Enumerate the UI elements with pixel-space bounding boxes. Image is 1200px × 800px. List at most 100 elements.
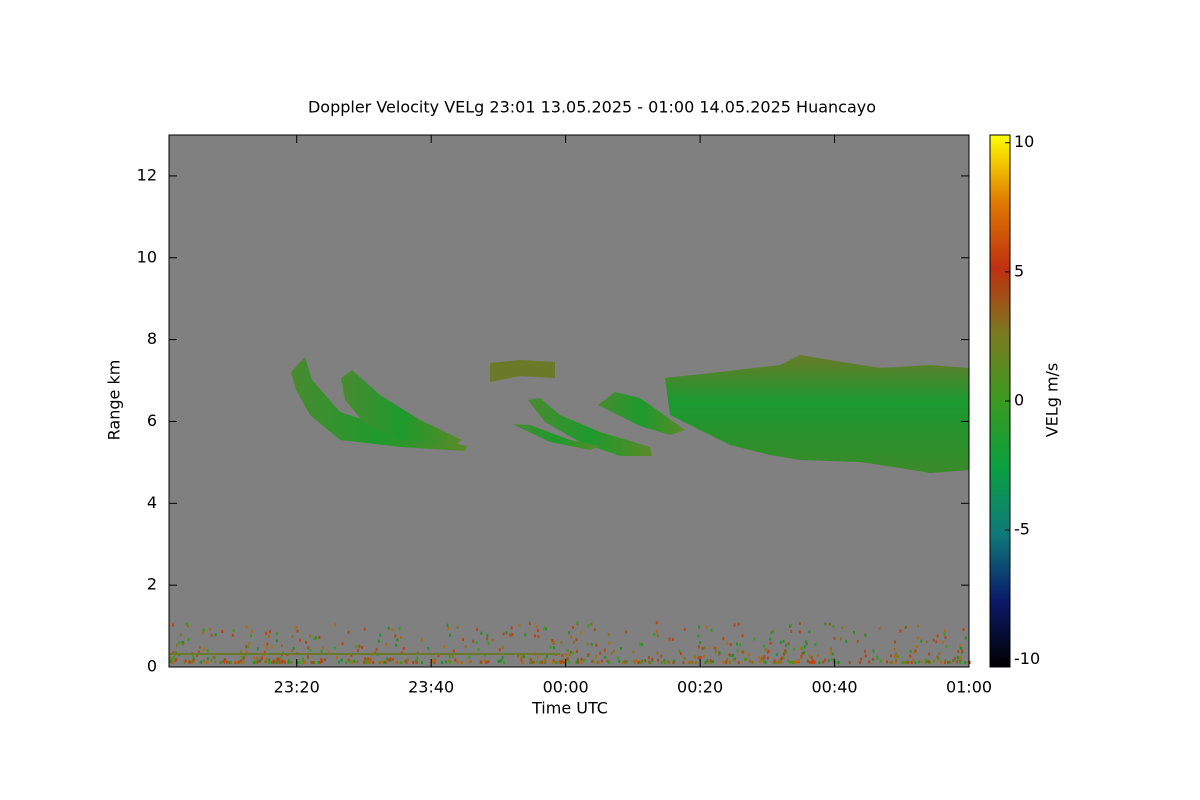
clutter-pixel <box>579 631 582 635</box>
clutter-pixel <box>446 623 449 627</box>
clutter-pixel <box>784 649 787 653</box>
clutter-pixel <box>385 643 388 646</box>
clutter-pixel <box>265 645 268 649</box>
clutter-pixel <box>275 639 278 643</box>
clutter-pixel <box>258 659 261 663</box>
clutter-pixel <box>323 658 326 662</box>
clutter-pixel <box>292 646 295 650</box>
clutter-pixel <box>575 638 578 642</box>
clutter-pixel <box>833 637 836 640</box>
clutter-pixel <box>545 660 548 663</box>
clutter-pixel <box>938 652 941 655</box>
clutter-pixel <box>725 660 727 664</box>
clutter-pixel <box>691 660 694 664</box>
clutter-pixel <box>732 658 735 662</box>
clutter-pixel <box>657 658 660 662</box>
clutter-pixel <box>561 653 564 657</box>
clutter-pixel <box>556 661 559 664</box>
clutter-pixel <box>537 655 540 659</box>
clutter-pixel <box>810 656 813 659</box>
clutter-pixel <box>299 638 301 642</box>
clutter-pixel <box>276 659 279 663</box>
clutter-pixel <box>264 659 267 663</box>
clutter-pixel <box>554 661 557 664</box>
clutter-pixel <box>773 659 776 663</box>
clutter-pixel <box>668 637 671 641</box>
clutter-pixel <box>912 658 915 662</box>
clutter-pixel <box>964 661 967 664</box>
clutter-pixel <box>801 646 804 650</box>
clutter-pixel <box>827 658 830 662</box>
clutter-pixel <box>933 659 936 663</box>
clutter-pixel <box>206 660 209 664</box>
clutter-pixel <box>801 651 804 655</box>
clutter-pixel <box>769 641 772 645</box>
clutter-pixel <box>565 653 568 657</box>
clutter-pixel <box>543 626 546 630</box>
clutter-pixel <box>603 648 606 652</box>
clutter-pixel <box>941 640 944 644</box>
clutter-pixel <box>213 656 216 660</box>
clutter-pixel <box>283 660 286 664</box>
echo-region <box>490 360 555 382</box>
echo-region <box>512 424 600 450</box>
clutter-pixel <box>947 661 949 664</box>
clutter-pixel <box>171 660 174 664</box>
clutter-pixel <box>644 659 647 663</box>
clutter-pixel <box>181 642 184 646</box>
clutter-pixel <box>733 657 736 661</box>
clutter-pixel <box>503 660 505 664</box>
clutter-pixel <box>718 651 721 655</box>
clutter-pixel <box>848 661 851 664</box>
clutter-pixel <box>909 649 912 653</box>
clutter-pixel <box>763 644 766 648</box>
clutter-pixel <box>276 657 279 661</box>
clutter-pixel <box>732 654 734 657</box>
clutter-pixel <box>679 652 682 656</box>
clutter-pixel <box>486 637 489 641</box>
clutter-pixel <box>313 636 316 640</box>
clutter-pixel <box>228 661 231 664</box>
clutter-pixel <box>203 659 206 663</box>
clutter-pixel <box>610 651 613 655</box>
clutter-pixel <box>749 659 752 663</box>
clutter-pixel <box>291 649 294 652</box>
clutter-pixel <box>608 641 611 645</box>
x-tick-label: 00:40 <box>811 678 857 697</box>
clutter-pixel <box>421 661 423 664</box>
clutter-pixel <box>449 655 451 659</box>
clutter-pixel <box>790 629 793 633</box>
clutter-pixel <box>664 661 666 664</box>
clutter-pixel <box>169 656 172 660</box>
clutter-pixel <box>856 640 859 643</box>
clutter-pixel <box>270 645 273 649</box>
clutter-pixel <box>327 651 330 655</box>
clutter-pixel <box>237 660 240 664</box>
clutter-pixel <box>925 640 928 644</box>
clutter-pixel <box>252 656 255 660</box>
x-tick-label: 00:20 <box>677 678 723 697</box>
clutter-pixel <box>536 660 539 664</box>
clutter-pixel <box>537 635 540 638</box>
clutter-pixel <box>699 641 702 645</box>
clutter-pixel <box>232 629 235 633</box>
clutter-pixel <box>570 635 573 639</box>
clutter-pixel <box>309 648 312 652</box>
clutter-pixel <box>708 661 711 664</box>
clutter-pixel <box>763 660 766 664</box>
clutter-pixel <box>268 658 271 662</box>
clutter-pixel <box>905 660 908 664</box>
clutter-pixel <box>959 656 962 660</box>
clutter-pixel <box>175 643 178 647</box>
clutter-pixel <box>726 658 728 661</box>
clutter-pixel <box>640 661 643 664</box>
clutter-pixel <box>878 626 881 630</box>
clutter-pixel <box>737 622 740 626</box>
clutter-pixel <box>924 658 927 662</box>
clutter-pixel <box>318 635 321 639</box>
y-tick-label: 8 <box>147 329 157 348</box>
clutter-pixel <box>762 657 765 661</box>
clutter-pixel <box>210 633 213 637</box>
clutter-pixel <box>672 661 675 664</box>
y-axis-label: Range km <box>105 360 124 441</box>
